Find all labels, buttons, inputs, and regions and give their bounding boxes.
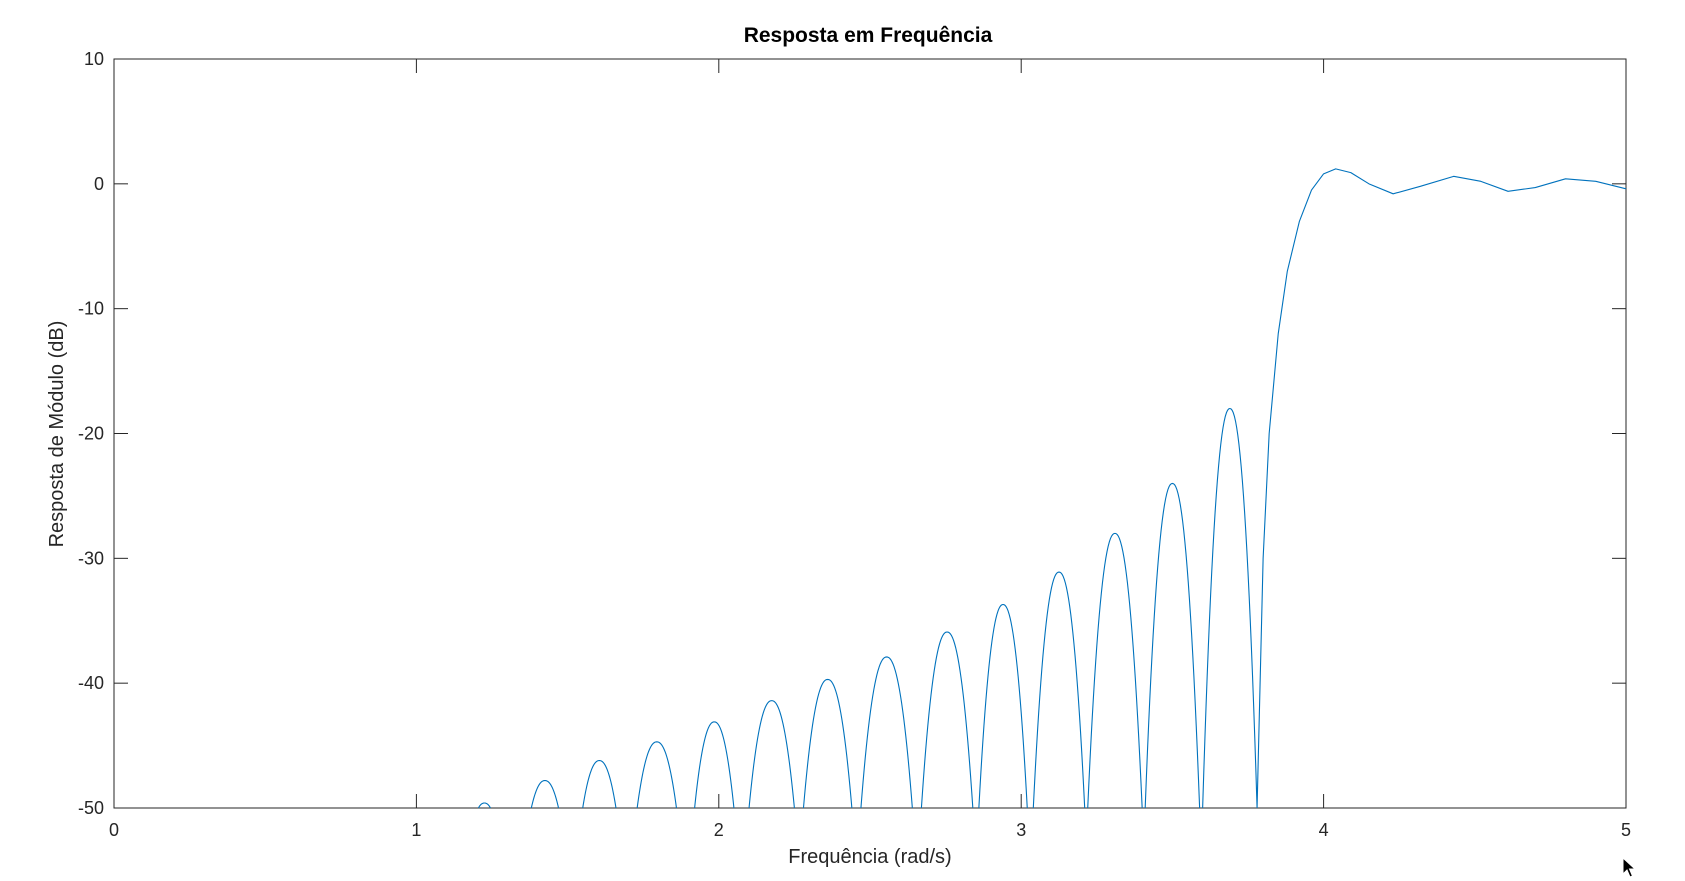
y-tick-label: -50 (78, 798, 104, 818)
chart-title: Resposta em Frequência (744, 24, 993, 47)
y-tick-label: -30 (78, 548, 104, 568)
x-tick-label: 2 (714, 820, 724, 840)
mouse-pointer-icon (1622, 857, 1636, 878)
y-tick-labels: 10 0 -10 -20 -30 -40 -50 (78, 49, 104, 818)
axis-ticks (113, 58, 1627, 809)
magnitude-response-line (477, 168, 1627, 809)
y-tick-label: -10 (78, 299, 104, 319)
x-tick-label: 3 (1016, 820, 1026, 840)
y-tick-label: 10 (84, 49, 104, 69)
y-axis-label: Resposta de Módulo (dB) (46, 321, 68, 548)
y-tick-label: 0 (94, 174, 104, 194)
plot-area (113, 58, 1627, 809)
x-tick-label: 0 (109, 820, 119, 840)
x-axis-label: Frequência (rad/s) (788, 846, 951, 868)
x-tick-labels: 0 1 2 3 4 5 (109, 820, 1631, 840)
x-tick-label: 5 (1621, 820, 1631, 840)
x-tick-label: 4 (1319, 820, 1329, 840)
y-tick-label: -40 (78, 673, 104, 693)
x-tick-label: 1 (411, 820, 421, 840)
y-tick-label: -20 (78, 424, 104, 444)
axes-box (113, 58, 1627, 809)
